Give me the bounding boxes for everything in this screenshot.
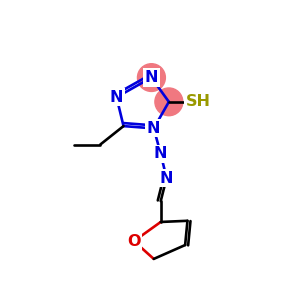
Text: SH: SH (185, 94, 210, 109)
Text: N: N (110, 90, 123, 105)
Circle shape (155, 88, 183, 116)
Text: O: O (127, 234, 141, 249)
Text: N: N (160, 171, 173, 186)
Circle shape (137, 64, 165, 92)
Text: N: N (147, 121, 160, 136)
Text: N: N (145, 70, 158, 85)
Text: N: N (154, 146, 167, 161)
